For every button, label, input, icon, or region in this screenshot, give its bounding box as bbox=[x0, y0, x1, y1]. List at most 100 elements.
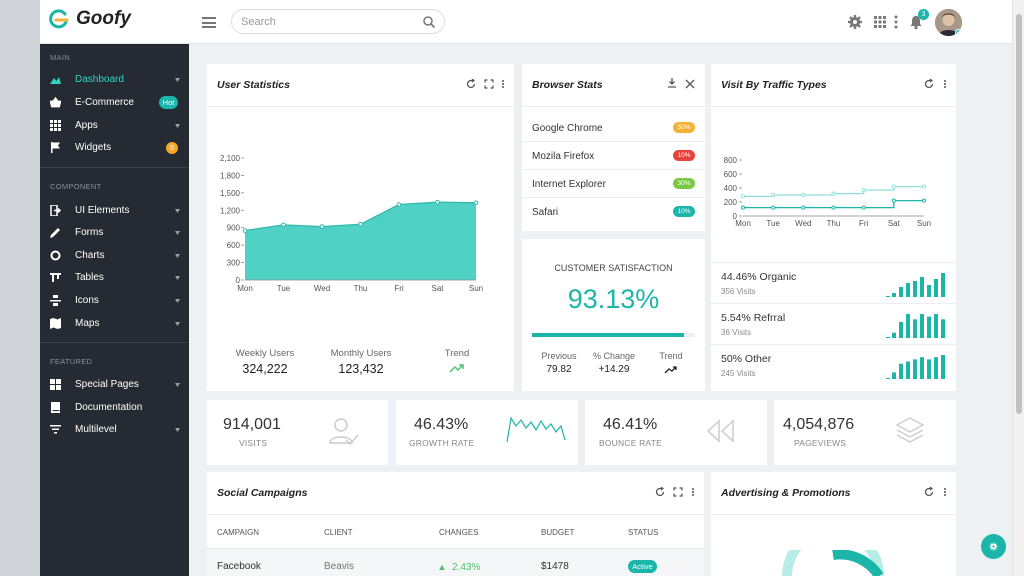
close-icon[interactable] bbox=[685, 79, 695, 89]
sidebar-item-charts[interactable]: Charts bbox=[40, 246, 189, 266]
kpi-bounce-card: 46.41% BOUNCE RATE bbox=[585, 400, 767, 465]
icons-icon bbox=[50, 295, 61, 306]
refresh-icon[interactable] bbox=[924, 487, 934, 497]
x-tick-label: Sat bbox=[888, 219, 901, 228]
menu-toggle-icon[interactable] bbox=[202, 17, 216, 28]
table-icon bbox=[50, 273, 61, 282]
sidebar-item-apps[interactable]: Apps bbox=[40, 116, 189, 136]
data-point bbox=[831, 205, 836, 210]
gear-icon[interactable] bbox=[847, 14, 863, 30]
kpi-value: 46.43% bbox=[414, 416, 469, 433]
kpi-label: PAGEVIEWS bbox=[794, 438, 847, 448]
sidebar: MAIN Dashboard E-Commerce Hot Apps Widge… bbox=[40, 44, 189, 576]
sidebar-item-maps[interactable]: Maps bbox=[40, 314, 189, 334]
traffic-line-chart: 0 200 400 600 800 Mon Tue Wed Thu Fri Sat Sun bbox=[724, 156, 931, 228]
satisfaction-progress-track bbox=[532, 333, 695, 337]
refresh-icon[interactable] bbox=[466, 79, 476, 89]
apps-grid-icon[interactable] bbox=[872, 14, 888, 30]
satisfaction-title: CUSTOMER SATISFACTION bbox=[554, 263, 673, 273]
x-tick-label: Wed bbox=[795, 219, 811, 228]
y-tick-label: 300 bbox=[227, 259, 241, 268]
more-vertical-icon[interactable] bbox=[500, 79, 506, 89]
refresh-icon[interactable] bbox=[924, 79, 934, 89]
sidebar-item-e-commerce[interactable]: E-Commerce Hot bbox=[40, 93, 189, 113]
sidebar-item-icons[interactable]: Icons bbox=[40, 291, 189, 311]
layers-icon bbox=[895, 417, 925, 443]
column-header-client[interactable]: CLIENT bbox=[324, 528, 353, 537]
browser-stats-card: Browser Stats Google Chrome 50% Mozila F… bbox=[522, 64, 705, 231]
filter-icon bbox=[50, 425, 61, 434]
sidebar-item-label: Special Pages bbox=[75, 379, 139, 390]
sidebar-section-component: COMPONENT bbox=[50, 182, 102, 191]
sidebar-item-label: Widgets bbox=[75, 142, 112, 153]
sparkline-bar bbox=[906, 361, 910, 379]
x-tick-label: Thu bbox=[354, 284, 368, 293]
sparkline-bar bbox=[934, 279, 938, 297]
sparkline-bar bbox=[920, 357, 924, 379]
kpi-growth-card: 46.43% GROWTH RATE bbox=[396, 400, 578, 465]
sidebar-item-forms[interactable]: Forms bbox=[40, 223, 189, 243]
column-header-budget[interactable]: BUDGET bbox=[541, 528, 575, 537]
more-vertical-icon[interactable] bbox=[942, 487, 948, 497]
download-icon[interactable] bbox=[667, 78, 677, 88]
scrollbar-thumb[interactable] bbox=[1016, 14, 1022, 414]
sparkline-bar bbox=[934, 314, 938, 338]
chevron-down-icon bbox=[175, 254, 180, 258]
user-statistics-area-chart: 0 300 600 900 1,200 1,500 1,800 2,100 Mon Tue Wed T… bbox=[220, 154, 483, 293]
refresh-icon[interactable] bbox=[655, 487, 665, 497]
sidebar-item-documentation[interactable]: Documentation bbox=[40, 398, 189, 418]
sparkline-bar bbox=[941, 319, 945, 338]
search-box[interactable] bbox=[231, 9, 445, 34]
sidebar-item-widgets[interactable]: Widgets 5 bbox=[40, 138, 189, 158]
browser-pct-badge: 10% bbox=[673, 150, 695, 161]
x-tick-label: Sun bbox=[917, 219, 931, 228]
more-vertical-icon[interactable] bbox=[892, 14, 900, 30]
traffic-value: 44.46% Organic bbox=[721, 271, 797, 283]
area-series bbox=[245, 202, 476, 280]
sidebar-item-tables[interactable]: Tables bbox=[40, 268, 189, 288]
sidebar-item-dashboard[interactable]: Dashboard bbox=[40, 70, 189, 90]
sidebar-item-ui-elements[interactable]: UI Elements bbox=[40, 201, 189, 221]
avatar[interactable] bbox=[935, 9, 962, 36]
expand-icon[interactable] bbox=[673, 487, 683, 497]
column-header-changes[interactable]: CHANGES bbox=[439, 528, 479, 537]
flag-icon bbox=[51, 142, 60, 153]
traffic-bar-sparkline bbox=[886, 273, 945, 297]
traffic-types-card: Visit By Traffic Types 0 200 400 600 800 Mon T… bbox=[711, 64, 956, 391]
sparkline-bar bbox=[899, 322, 903, 338]
y-tick-label: 0 bbox=[733, 212, 738, 221]
search-icon[interactable] bbox=[422, 15, 436, 29]
stat-label: Trend bbox=[659, 351, 683, 361]
sparkline-bar bbox=[913, 359, 917, 379]
sidebar-item-multilevel[interactable]: Multilevel bbox=[40, 420, 189, 440]
column-header-status[interactable]: STATUS bbox=[628, 528, 659, 537]
browser-pct-badge: 10% bbox=[673, 206, 695, 217]
browser-name: Safari bbox=[532, 207, 559, 218]
window-scrollbar[interactable] bbox=[1012, 0, 1024, 576]
column-header-campaign[interactable]: CAMPAIGN bbox=[217, 528, 260, 537]
expand-icon[interactable] bbox=[484, 79, 494, 89]
trend-up-icon bbox=[664, 366, 677, 374]
more-vertical-icon[interactable] bbox=[942, 79, 948, 89]
y-tick-label: 800 bbox=[724, 156, 738, 165]
more-vertical-icon[interactable] bbox=[690, 487, 696, 497]
growth-sparkline bbox=[506, 416, 566, 443]
sidebar-item-special-pages[interactable]: Special Pages bbox=[40, 375, 189, 395]
search-input[interactable] bbox=[241, 14, 411, 30]
stat-value: +14.29 bbox=[598, 364, 630, 375]
previous-stat: Previous 79.82 bbox=[534, 351, 584, 375]
table-row[interactable]: Facebook Beavis 2.43% $1478 Active bbox=[207, 548, 704, 576]
card-title: Visit By Traffic Types bbox=[721, 79, 827, 91]
sparkline-bar bbox=[892, 372, 896, 379]
settings-fab-button[interactable] bbox=[981, 534, 1006, 559]
notification-badge: 3 bbox=[918, 9, 929, 20]
stat-value: 324,222 bbox=[242, 362, 288, 376]
chevron-down-icon bbox=[175, 322, 180, 326]
sparkline-bar bbox=[927, 359, 931, 379]
y-tick-label: 1,200 bbox=[220, 206, 241, 215]
dashboard-icon bbox=[50, 77, 61, 84]
sidebar-item-label: UI Elements bbox=[75, 205, 130, 216]
traffic-visits: 245 Visits bbox=[721, 369, 756, 378]
brand[interactable]: Goofy bbox=[48, 8, 131, 30]
traffic-row-other: 50% Other 245 Visits bbox=[711, 344, 956, 385]
